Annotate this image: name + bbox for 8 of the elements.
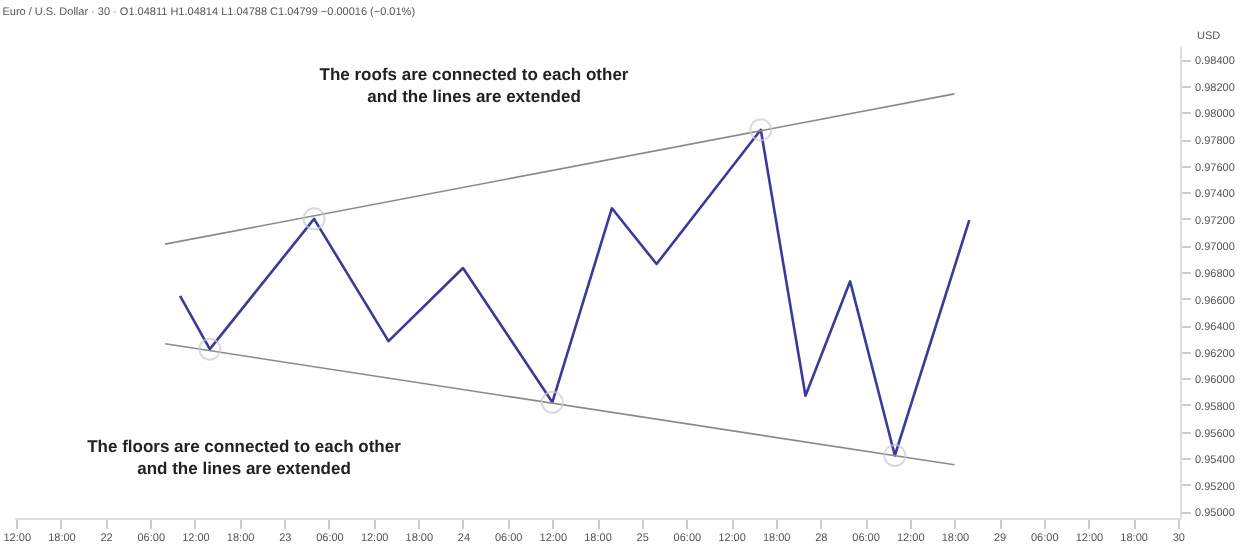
annotation: The floors are connected to each other and the lines are extended <box>87 436 403 478</box>
point <box>540 390 564 414</box>
point <box>749 118 773 142</box>
line-series <box>178 128 971 457</box>
point <box>883 444 907 467</box>
annotation: The roofs are connected to each other and the lines are extended <box>319 64 630 106</box>
point <box>302 207 326 231</box>
point <box>198 337 222 361</box>
